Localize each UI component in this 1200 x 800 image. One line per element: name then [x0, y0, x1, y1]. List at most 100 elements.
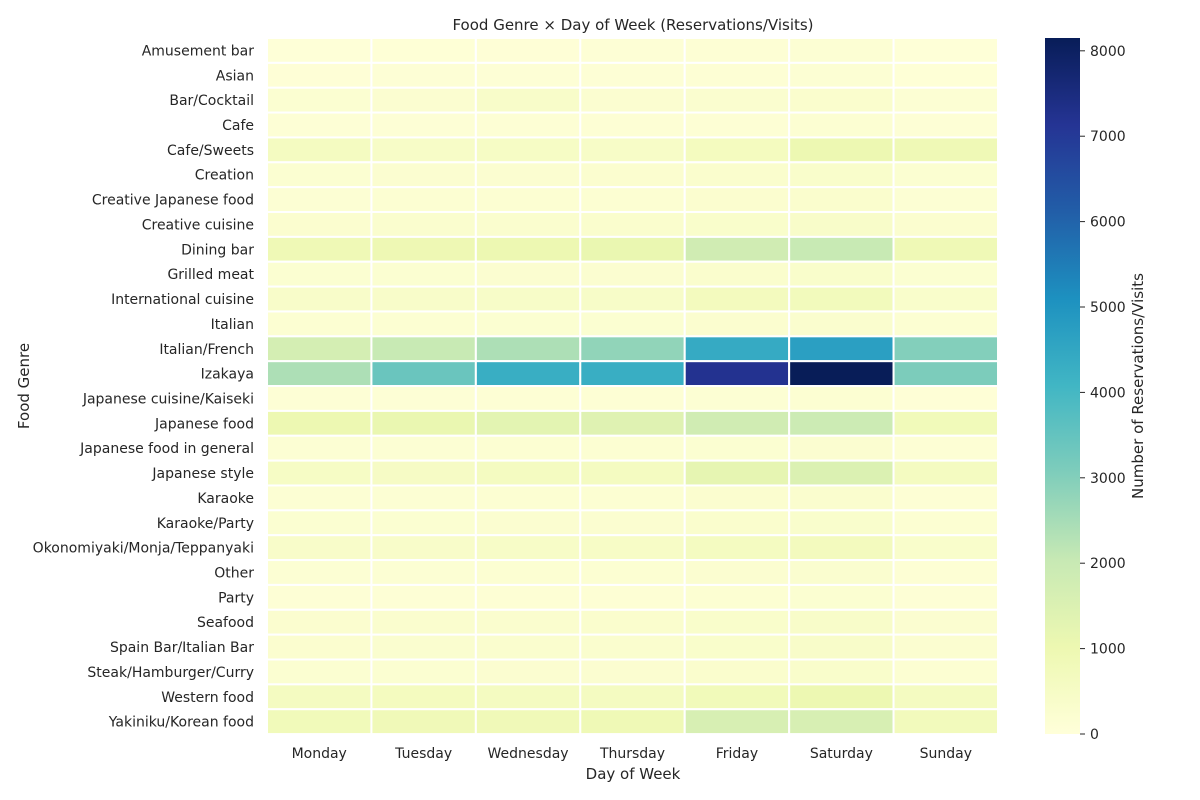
- heatmap-cell: [892, 335, 1000, 363]
- heatmap-cell: [892, 534, 1000, 562]
- heatmap-cell: [892, 61, 1000, 89]
- heatmap-cell: [683, 559, 791, 586]
- y-tick-label: Creative Japanese food: [92, 193, 254, 209]
- heatmap-cell: [474, 608, 582, 636]
- heatmap-cell: [474, 484, 582, 512]
- heatmap-cell: [474, 285, 582, 313]
- heatmap-cell: [683, 409, 791, 437]
- heatmap-cells: [266, 37, 1000, 736]
- heatmap-cell: [370, 509, 477, 537]
- heatmap-cell: [892, 633, 1000, 661]
- heatmap-cell: [683, 385, 791, 412]
- y-tick-label: Karaoke/Party: [157, 516, 254, 532]
- heatmap-cell: [788, 633, 895, 661]
- heatmap-cell: [579, 260, 686, 288]
- heatmap-cell: [579, 583, 686, 611]
- heatmap-cell: [579, 211, 686, 238]
- heatmap-cell: [370, 61, 477, 89]
- heatmap-cell: [579, 633, 686, 661]
- heatmap-cell: [474, 360, 582, 388]
- heatmap-cell: [788, 260, 895, 288]
- heatmap-cell: [579, 459, 686, 487]
- heatmap-cell: [474, 211, 582, 238]
- heatmap-cell: [788, 583, 895, 611]
- heatmap-cell: [683, 285, 791, 313]
- heatmap-cell: [474, 335, 582, 363]
- heatmap-cell: [788, 86, 895, 114]
- heatmap-cell: [266, 633, 373, 661]
- heatmap-cell: [474, 111, 582, 139]
- heatmap-cell: [370, 385, 477, 412]
- y-axis-label: Food Genre: [15, 343, 33, 429]
- heatmap-cell: [266, 86, 373, 114]
- heatmap-cell: [892, 360, 1000, 388]
- y-tick-label: Amusement bar: [142, 43, 255, 59]
- heatmap-cell: [370, 534, 477, 562]
- heatmap-cell: [370, 285, 477, 313]
- heatmap-cell: [892, 708, 1000, 736]
- y-tick-label: Yakiniku/Korean food: [108, 715, 254, 731]
- heatmap-cell: [266, 608, 373, 636]
- colorbar-tick-label: 8000: [1090, 44, 1126, 60]
- heatmap-cell: [683, 459, 791, 487]
- heatmap-cell: [579, 534, 686, 562]
- heatmap-cell: [579, 409, 686, 437]
- heatmap-cell: [474, 633, 582, 661]
- heatmap-cell: [892, 385, 1000, 412]
- heatmap-cell: [788, 211, 895, 238]
- heatmap-cell: [892, 86, 1000, 114]
- heatmap-cell: [370, 161, 477, 189]
- heatmap-cell: [266, 285, 373, 313]
- heatmap-cell: [370, 235, 477, 263]
- heatmap-cell: [788, 708, 895, 736]
- heatmap-cell: [683, 136, 791, 164]
- heatmap-cell: [474, 708, 582, 736]
- heatmap-cell: [370, 335, 477, 363]
- y-tick-label: Creative cuisine: [142, 217, 254, 233]
- heatmap-cell: [683, 608, 791, 636]
- heatmap-cell: [370, 260, 477, 288]
- y-tick-label: Japanese food: [154, 416, 254, 432]
- heatmap-cell: [892, 211, 1000, 238]
- heatmap-cell: [474, 459, 582, 487]
- heatmap-cell: [788, 335, 895, 363]
- heatmap-cell: [370, 434, 477, 462]
- heatmap-cell: [370, 484, 477, 512]
- heatmap-cell: [892, 434, 1000, 462]
- y-tick-label: Party: [218, 590, 254, 606]
- heatmap-cell: [370, 583, 477, 611]
- heatmap-cell: [370, 459, 477, 487]
- heatmap-cell: [370, 608, 477, 636]
- heatmap-cell: [788, 385, 895, 412]
- heatmap-cell: [370, 136, 477, 164]
- heatmap-cell: [266, 583, 373, 611]
- heatmap-cell: [266, 310, 373, 338]
- heatmap-cell: [474, 37, 582, 64]
- heatmap-cell: [892, 111, 1000, 139]
- heatmap-cell: [579, 61, 686, 89]
- heatmap-cell: [266, 360, 373, 388]
- colorbar-tick-label: 4000: [1090, 385, 1126, 401]
- y-tick-label: Other: [214, 565, 254, 581]
- heatmap-cell: [579, 285, 686, 313]
- y-tick-label: Japanese style: [151, 466, 254, 482]
- heatmap-cell: [892, 235, 1000, 263]
- heatmap-cell: [474, 235, 582, 263]
- x-tick-label: Friday: [716, 746, 758, 762]
- heatmap-cell: [579, 111, 686, 139]
- heatmap-cell: [788, 484, 895, 512]
- heatmap-cell: [788, 136, 895, 164]
- colorbar-tick-label: 2000: [1090, 556, 1126, 572]
- y-tick-label: Grilled meat: [167, 267, 254, 283]
- colorbar-tick-label: 3000: [1090, 471, 1126, 487]
- heatmap-cell: [579, 385, 686, 412]
- heatmap-cell: [266, 459, 373, 487]
- heatmap-cell: [683, 335, 791, 363]
- heatmap-cell: [788, 658, 895, 686]
- heatmap-cell: [683, 37, 791, 64]
- heatmap-cell: [474, 61, 582, 89]
- heatmap-cell: [788, 310, 895, 338]
- heatmap-cell: [579, 559, 686, 586]
- y-tick-label: Cafe/Sweets: [167, 143, 254, 159]
- heatmap-cell: [892, 658, 1000, 686]
